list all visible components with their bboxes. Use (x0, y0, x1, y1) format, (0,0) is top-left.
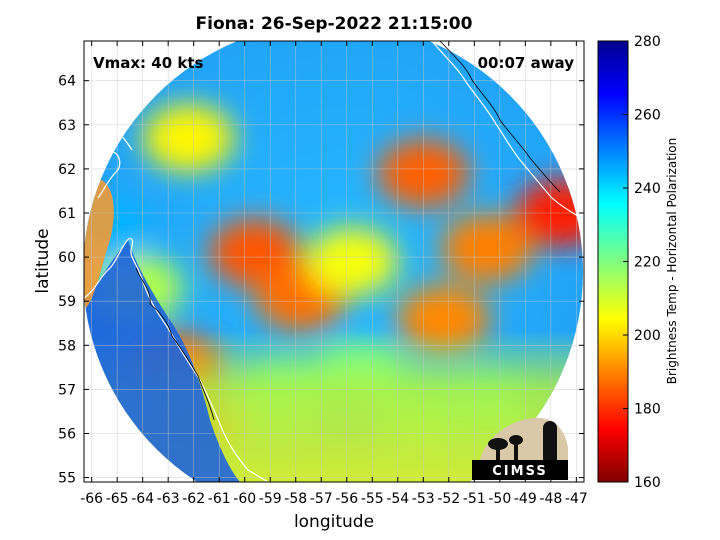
labrador-inner-coast (135, 267, 215, 421)
x-tick-label: -56 (335, 491, 358, 507)
baffin-coastline (84, 151, 121, 199)
y-tick-label: 62 (58, 162, 76, 178)
x-tick-label: -62 (182, 491, 205, 507)
logo-tower-top (543, 421, 557, 435)
y-tick-label: 63 (58, 118, 76, 134)
y-tick-label: 59 (58, 294, 76, 310)
vmax-annotation: Vmax: 40 kts (93, 54, 203, 72)
logo-banner (472, 460, 568, 480)
x-tick-label: -58 (284, 491, 307, 507)
x-tick-label: -54 (386, 491, 409, 507)
x-tick-label: -61 (208, 491, 231, 507)
x-tick-label: -53 (412, 491, 435, 507)
greenland-coastline (431, 41, 584, 221)
chart-title: Fiona: 26-Sep-2022 21:15:00 (196, 14, 473, 34)
y-tick-label: 55 (58, 471, 76, 487)
x-tick-label: -63 (157, 491, 180, 507)
y-tick-label: 64 (58, 74, 76, 90)
logo-tower (543, 428, 557, 460)
baffin-coast-north (84, 41, 133, 151)
x-axis-label: longitude (294, 512, 374, 532)
greenland-inner-coast (439, 41, 561, 193)
colorbar-tick-label: 160 (634, 475, 661, 491)
time-away-annotation: 00:07 away (478, 54, 575, 72)
x-axis-ticks: -66 -65 -64 -63 -62 -61 -60 -59 -58 -57 -56 -55 -54-… (80, 41, 588, 507)
x-tick-label: -59 (259, 491, 282, 507)
swath-feature-6 (142, 104, 235, 173)
coastlines (84, 41, 584, 482)
logo-dish-right-stand (514, 440, 518, 460)
y-tick-label: 57 (58, 382, 76, 398)
colorbar-tick-label: 200 (634, 328, 661, 344)
x-tick-label: -52 (437, 491, 460, 507)
colorbar-tick-label: 280 (634, 34, 661, 50)
y-tick-label: 58 (58, 338, 76, 354)
colorbar-tick-label: 240 (634, 181, 661, 197)
colorbar-ticks: 160 180 200 220 240 260 280 (623, 34, 661, 491)
colorbar-tick-label: 260 (634, 108, 661, 124)
x-tick-label: -57 (310, 491, 333, 507)
cimss-logo: CIMSS (472, 418, 568, 480)
labrador-coastline (84, 237, 269, 482)
logo-text: CIMSS (492, 464, 547, 479)
x-tick-label: -51 (463, 491, 486, 507)
plot-area (84, 41, 584, 482)
x-tick-label: -55 (361, 491, 384, 507)
y-axis-label: latitude (33, 228, 53, 293)
swath-feature-2 (305, 227, 398, 296)
x-tick-label: -48 (539, 491, 562, 507)
colorbar-tick-label: 220 (634, 255, 661, 271)
x-tick-label: -60 (233, 491, 256, 507)
x-tick-label: -50 (488, 491, 511, 507)
y-tick-label: 56 (58, 426, 76, 442)
x-tick-label: -66 (80, 491, 103, 507)
x-tick-label: -49 (514, 491, 537, 507)
x-tick-label: -47 (565, 491, 588, 507)
y-axis-ticks: 55 56 57 58 59 60 61 62 63 64 (58, 74, 584, 487)
swath-feature-4 (441, 214, 534, 283)
colorbar-label: Brightness Temp - Horizontal Polarizatio… (665, 138, 679, 385)
grid-lines (84, 41, 584, 482)
y-tick-label: 61 (58, 206, 76, 222)
colorbar-tick-label: 180 (634, 402, 661, 418)
x-tick-label: -65 (106, 491, 129, 507)
y-tick-label: 60 (58, 250, 76, 266)
logo-dish-left-stand (496, 444, 500, 460)
plot-frame (83, 40, 585, 483)
x-tick-label: -64 (131, 491, 154, 507)
